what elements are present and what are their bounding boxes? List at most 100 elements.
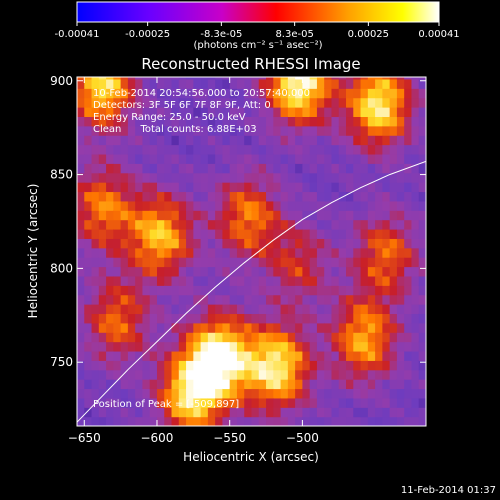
heatmap-cell: [367, 407, 376, 418]
heatmap-cell: [98, 107, 107, 118]
heatmap-cell: [244, 397, 253, 408]
heatmap-cell: [156, 210, 165, 221]
heatmap-cell: [382, 275, 391, 286]
heatmap-cell: [389, 228, 398, 239]
heatmap-cell: [207, 322, 216, 333]
heatmap-cell: [222, 257, 231, 268]
heatmap-cell: [186, 350, 194, 361]
heatmap-cell: [367, 78, 376, 89]
heatmap-cell: [200, 332, 209, 343]
heatmap-cell: [324, 322, 333, 333]
heatmap-cell: [149, 379, 158, 390]
heatmap-cell: [338, 360, 347, 371]
heatmap-cell: [149, 116, 158, 127]
heatmap-cell: [251, 238, 260, 249]
heatmap-cell: [222, 247, 231, 258]
heatmap-cell: [77, 228, 85, 239]
heatmap-cell: [127, 304, 136, 315]
heatmap-cell: [149, 97, 158, 108]
heatmap-cell: [156, 379, 165, 390]
heatmap-cell: [331, 379, 340, 390]
heatmap-cell: [331, 304, 340, 315]
heatmap-cell: [142, 407, 151, 418]
heatmap-cell: [156, 238, 165, 249]
heatmap-cell: [258, 191, 267, 202]
heatmap-cell: [324, 191, 333, 202]
heatmap-cell: [375, 182, 383, 193]
heatmap-cell: [360, 350, 369, 361]
heatmap-cell: [120, 200, 129, 211]
heatmap-cell: [142, 332, 151, 343]
heatmap-cell: [193, 416, 202, 426]
heatmap-cell: [302, 275, 311, 286]
heatmap-cell: [106, 407, 114, 418]
heatmap-cell: [164, 238, 173, 249]
heatmap-cell: [251, 388, 260, 399]
heatmap-cell: [171, 200, 180, 211]
heatmap-cell: [106, 369, 114, 380]
heatmap-cell: [200, 135, 209, 146]
heatmap-cell: [295, 350, 303, 361]
heatmap-cell: [251, 78, 260, 89]
heatmap-cell: [120, 163, 129, 174]
heatmap-cell: [324, 182, 333, 193]
heatmap-cell: [164, 182, 173, 193]
heatmap-cell: [346, 135, 354, 146]
heatmap-cell: [98, 116, 107, 127]
heatmap-cell: [287, 125, 296, 136]
heatmap-cell: [316, 97, 325, 108]
heatmap-cell: [309, 341, 318, 352]
heatmap-cell: [273, 191, 282, 202]
heatmap-cell: [135, 332, 144, 343]
heatmap-cell: [266, 163, 274, 174]
heatmap-cell: [135, 266, 144, 277]
heatmap-cell: [142, 275, 151, 286]
heatmap-cell: [236, 379, 245, 390]
heatmap-cell: [120, 341, 129, 352]
heatmap-cell: [193, 135, 202, 146]
heatmap-cell: [98, 304, 107, 315]
heatmap-cell: [273, 304, 282, 315]
heatmap-cell: [120, 388, 129, 399]
heatmap-cell: [411, 266, 420, 277]
heatmap-cell: [353, 379, 362, 390]
heatmap-cell: [236, 238, 245, 249]
heatmap-cell: [266, 360, 274, 371]
heatmap-cell: [331, 219, 340, 230]
heatmap-cell: [142, 416, 151, 426]
heatmap-cell: [389, 191, 398, 202]
heatmap-cell: [266, 144, 274, 155]
heatmap-cell: [186, 135, 194, 146]
heatmap-cell: [178, 219, 187, 230]
heatmap-cell: [251, 275, 260, 286]
heatmap-cell: [389, 125, 398, 136]
heatmap-cell: [207, 304, 216, 315]
heatmap-cell: [382, 200, 391, 211]
heatmap-cell: [287, 210, 296, 221]
heatmap-cell: [287, 200, 296, 211]
heatmap-cell: [382, 135, 391, 146]
heatmap-cell: [295, 228, 303, 239]
heatmap-cell: [91, 163, 100, 174]
heatmap-cell: [418, 200, 426, 211]
heatmap-cell: [236, 97, 245, 108]
heatmap-cell: [171, 397, 180, 408]
heatmap-cell: [120, 116, 129, 127]
heatmap-cell: [236, 228, 245, 239]
heatmap-cell: [404, 379, 413, 390]
heatmap-cell: [120, 88, 129, 99]
heatmap-cell: [193, 144, 202, 155]
heatmap-cell: [338, 125, 347, 136]
heatmap-cell: [418, 210, 426, 221]
heatmap-cell: [207, 350, 216, 361]
heatmap-cell: [396, 332, 405, 343]
heatmap-cell: [200, 294, 209, 305]
heatmap-cell: [127, 416, 136, 426]
heatmap-cell: [98, 341, 107, 352]
heatmap-cell: [346, 153, 354, 164]
heatmap-cell: [84, 97, 93, 108]
heatmap-cell: [375, 172, 383, 183]
heatmap-cell: [258, 285, 267, 296]
heatmap-cell: [273, 285, 282, 296]
heatmap-cell: [273, 294, 282, 305]
